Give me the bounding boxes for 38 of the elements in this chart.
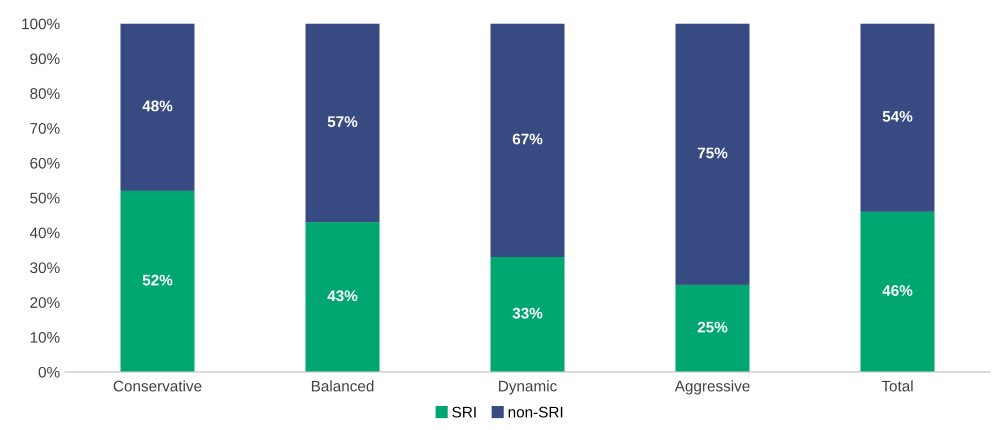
bar [676,284,750,372]
data-label: 57% [328,116,358,128]
x-tick-label: Dynamic [499,380,557,395]
y-tick-label: 20% [30,297,60,308]
y-tick-label: 0% [38,366,60,378]
y-tick-label: 50% [30,192,60,204]
bar [860,24,934,212]
legend-label: non-SRI [508,406,562,418]
data-label: 48% [142,100,172,112]
x-tick-label: Total [882,380,913,392]
y-tick-label: 90% [30,53,60,64]
bar [490,257,564,372]
data-label: 75% [698,148,728,158]
x-tick-label: Conservative [114,380,202,392]
y-tick-label: 70% [30,123,60,134]
legend-label: SRI [452,406,476,418]
y-tick-label: 10% [30,332,60,343]
y-tick-label: 60% [30,158,60,169]
data-label: 33% [512,308,542,319]
bar [490,24,564,258]
y-tick-label: 80% [30,88,60,99]
y-tick-label: 30% [30,262,60,274]
bar [676,24,750,285]
bar [306,24,380,222]
bar [860,212,934,372]
data-label: 25% [698,322,728,333]
y-tick-label: 100% [22,18,60,30]
data-label: 54% [882,111,912,122]
bar [120,24,194,191]
bar [306,222,380,372]
data-label: 43% [327,290,358,302]
x-tick-label: Balanced [312,380,374,392]
data-label: 52% [142,274,172,286]
x-tick-label: Aggressive [674,380,750,395]
y-tick-label: 40% [30,228,60,238]
data-label: 46% [882,285,912,296]
bar [120,190,194,372]
data-label: 67% [512,134,542,144]
